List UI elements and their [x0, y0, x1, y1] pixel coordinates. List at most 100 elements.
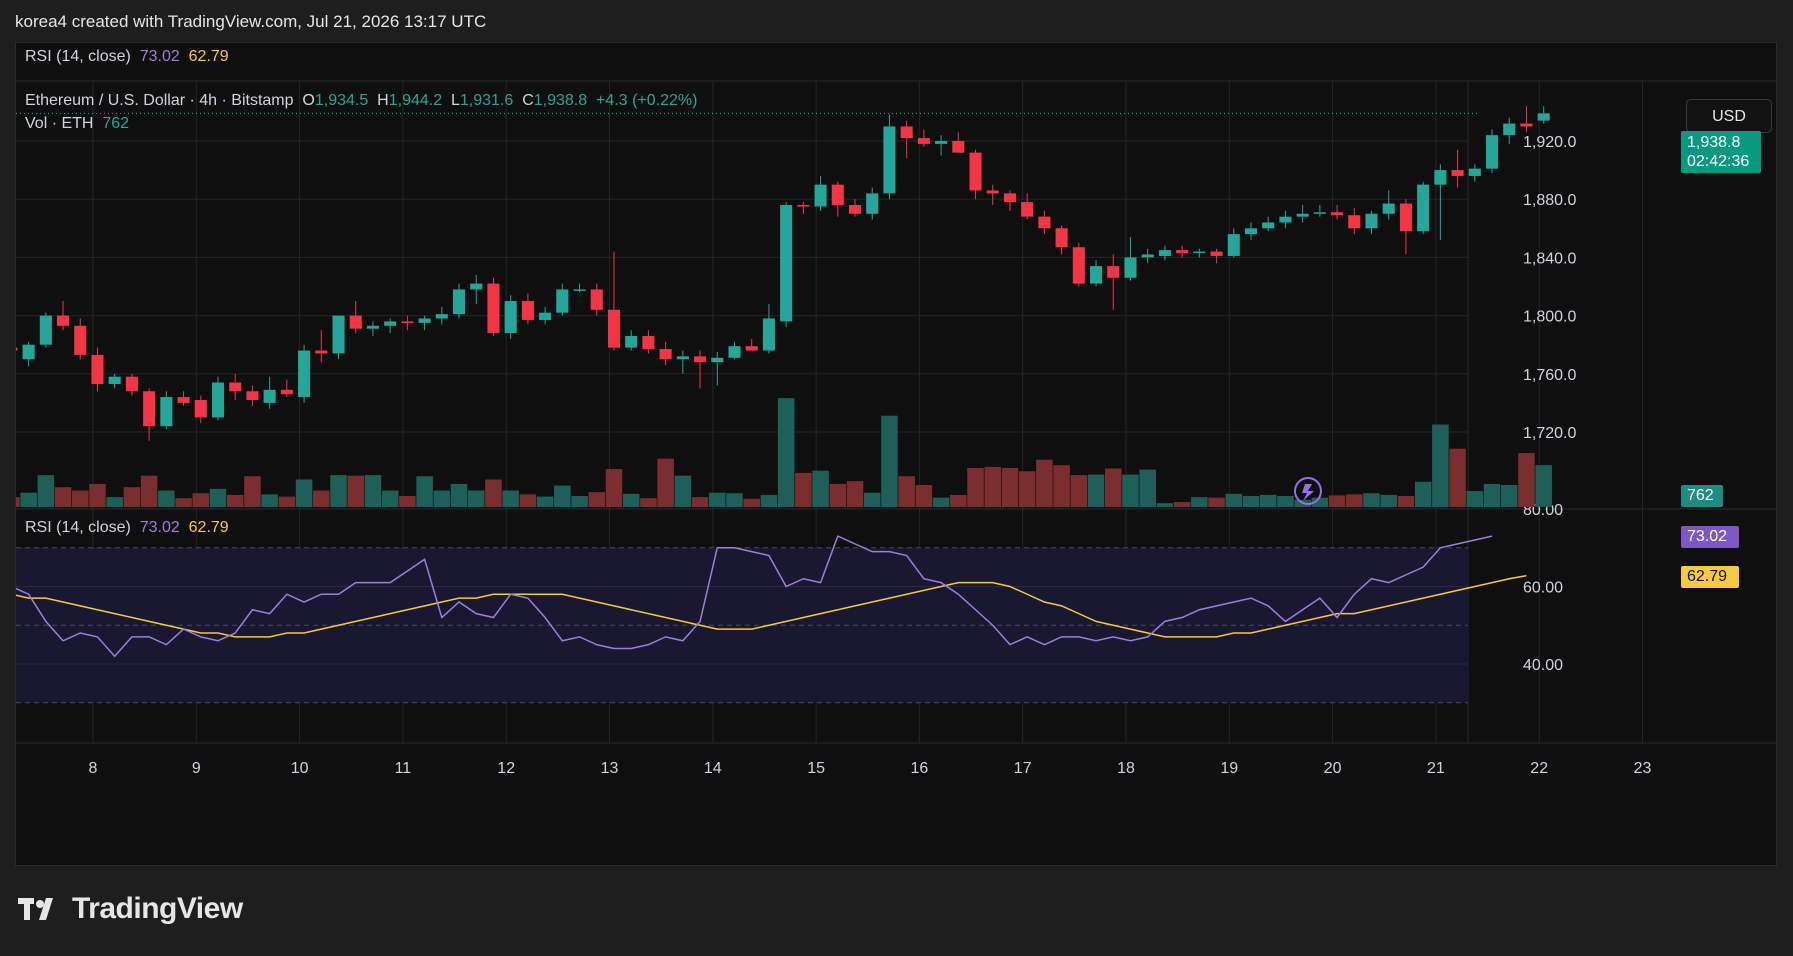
volume-bar: [244, 476, 261, 507]
volume-bar: [1500, 485, 1518, 507]
candle-body: [1038, 216, 1051, 229]
volume-bar: [932, 497, 950, 507]
x-tick-label: 15: [807, 760, 825, 777]
volume-bar: [1087, 474, 1105, 507]
volume-bar: [777, 398, 795, 507]
tradingview-logo-icon: [18, 896, 62, 922]
candle-body: [1158, 250, 1171, 256]
volume-tag: 762: [1681, 485, 1723, 507]
volume-bar: [950, 494, 967, 507]
candle-body: [1193, 251, 1206, 254]
candle-body: [160, 397, 173, 427]
volume-bar: [1466, 491, 1484, 507]
open-value: 1,934.5: [314, 92, 369, 109]
candle-body: [676, 356, 689, 360]
candle-body: [1382, 203, 1395, 214]
currency-button[interactable]: USD: [1686, 99, 1772, 133]
volume-bar: [519, 494, 537, 507]
candle-body: [1520, 123, 1533, 127]
price-tick-label: 1,800.0: [1523, 309, 1576, 326]
candle-body: [1486, 135, 1499, 169]
candle-body: [1313, 212, 1326, 214]
candle-body: [900, 126, 913, 139]
volume-bar: [485, 479, 502, 507]
candle-body: [1021, 202, 1034, 217]
x-tick-label: 18: [1117, 760, 1135, 777]
candle-body: [349, 315, 362, 329]
volume-bar: [622, 493, 640, 507]
candle-body: [814, 184, 827, 207]
candle-body: [401, 321, 414, 323]
candle-body: [384, 321, 397, 326]
candle-body: [607, 309, 621, 348]
volume-bar: [1070, 475, 1088, 507]
volume-bar: [691, 497, 709, 507]
chart-canvas[interactable]: 8 9 10 11 12 13 14 15 16 17 18 19 20 21 22 23 1,720.0 1,7…: [16, 43, 1778, 867]
x-tick-label: 13: [601, 760, 619, 777]
volume-bar: [1053, 465, 1070, 507]
volume-bar: [37, 475, 55, 507]
volume-bar: [1483, 483, 1501, 507]
candle-body: [194, 399, 207, 418]
candle-body: [1003, 193, 1016, 203]
candle-body: [366, 325, 379, 329]
volume-bar: [536, 496, 554, 507]
candle-body: [1176, 250, 1189, 254]
volume-label: Vol · ETH: [25, 115, 94, 132]
low-value: 1,931.6: [459, 92, 514, 109]
top-rsi-value: 73.02: [139, 48, 180, 65]
rsi-pane-legend: RSI (14, close) 73.02 62.79: [25, 519, 229, 537]
candle-body: [280, 389, 293, 395]
candle-body: [694, 356, 707, 363]
volume-bar: [967, 467, 984, 507]
tradingview-brand[interactable]: TradingView: [18, 892, 243, 926]
candle-body: [1331, 212, 1344, 216]
candle-body: [952, 141, 965, 153]
bar-countdown: 02:42:36: [1687, 153, 1750, 170]
candle-body: [762, 318, 775, 351]
candle-body: [487, 283, 500, 334]
candle-body: [848, 205, 862, 214]
volume-bar: [381, 490, 399, 507]
x-tick-label: 19: [1220, 760, 1238, 777]
x-tick-label: 23: [1634, 760, 1652, 777]
candle-body: [1210, 251, 1223, 256]
candle-body: [986, 190, 999, 194]
candle-body: [1537, 113, 1550, 121]
volume-bar: [140, 475, 158, 507]
symbol-title[interactable]: Ethereum / U.S. Dollar · 4h · Bitstamp: [25, 92, 294, 109]
candle-body: [659, 349, 672, 360]
x-tick-label: 12: [497, 760, 515, 777]
candle-body: [935, 141, 948, 144]
candle-body: [1090, 266, 1103, 284]
rsi-ma-line: [16, 574, 1527, 638]
last-price-value: 1,938.8: [1687, 134, 1741, 151]
volume-bar: [881, 415, 898, 507]
candle-body: [1365, 213, 1378, 229]
candle-body: [315, 350, 328, 354]
volume-bar: [1311, 497, 1329, 507]
volume-bar: [1277, 496, 1294, 507]
top-rsi-legend: RSI (14, close) 73.02 62.79: [25, 48, 229, 66]
volume-bar: [1432, 424, 1449, 507]
x-tick-label: 16: [911, 760, 929, 777]
candle-body: [917, 138, 930, 144]
low-label: L: [451, 92, 460, 109]
volume-bar: [588, 492, 606, 507]
chart-container[interactable]: 8 9 10 11 12 13 14 15 16 17 18 19 20 21 22 23 1,720.0 1,7…: [15, 42, 1778, 867]
rsi-pane-indicator-label: RSI (14, close): [25, 519, 131, 536]
volume-legend: Vol · ETH 762: [25, 115, 129, 133]
candle-body: [711, 357, 724, 363]
candle-body: [1503, 123, 1516, 136]
volume-bar: [1414, 481, 1432, 507]
candle-body: [573, 289, 586, 291]
volume-bar: [1001, 467, 1019, 507]
volume-bar: [192, 493, 210, 507]
volume-bar: [175, 498, 192, 507]
volume-bar: [1346, 494, 1363, 507]
candle-body: [745, 346, 758, 351]
volume-bar: [984, 466, 1002, 507]
volume-bar: [278, 496, 296, 507]
rsi-value-tag: 73.02: [1681, 526, 1739, 548]
volume-bar: [209, 488, 227, 507]
